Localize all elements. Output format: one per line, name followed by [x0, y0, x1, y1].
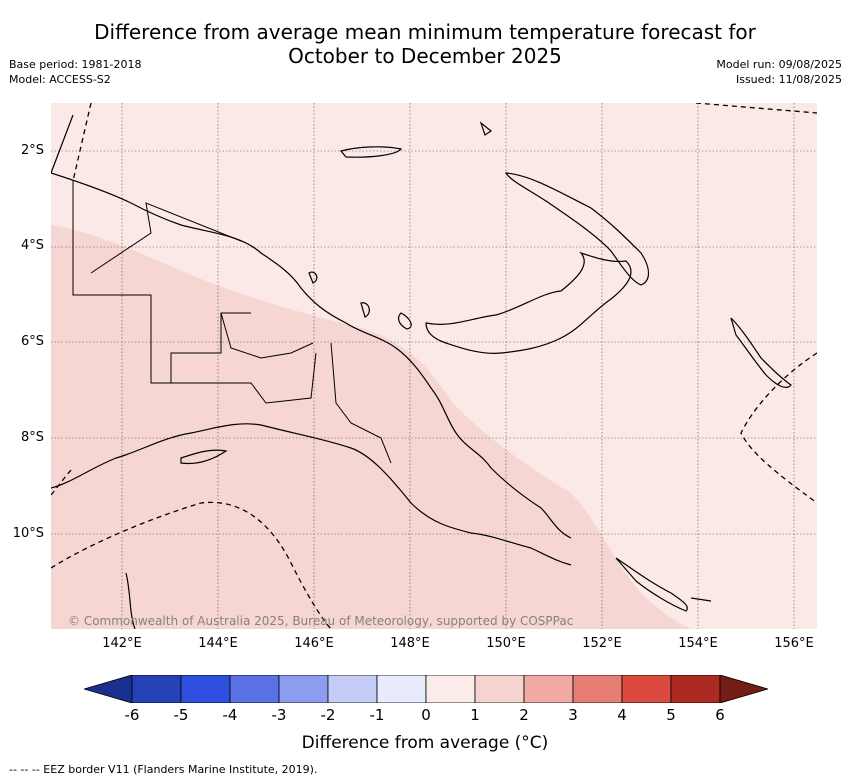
colorbar-segment [621, 675, 672, 703]
colorbar-tick-label: -2 [320, 706, 336, 724]
colorbar-tick-label: 6 [715, 706, 725, 724]
lon-label-152e: 152°E [582, 636, 622, 651]
colorbar-tick-label: -3 [271, 706, 287, 724]
colorbar-tick-label: 1 [470, 706, 480, 724]
coastlines [51, 114, 792, 629]
colorbar-segment [327, 675, 378, 703]
colorbar-extend-low [84, 675, 133, 703]
colorbar-tick-label: 2 [519, 706, 529, 724]
colorbar-tick-label: 0 [421, 706, 431, 724]
chart-title: Difference from average mean minimum tem… [0, 20, 850, 68]
model-run-text: Model run: 09/08/2025 [716, 58, 842, 71]
colorbar [84, 675, 768, 703]
province-borders [72, 181, 392, 464]
lat-label-2s: 2°S [20, 143, 44, 158]
map-frame [51, 103, 817, 629]
issued-text: Issued: 11/08/2025 [735, 73, 842, 86]
base-period-text: Base period: 1981-2018 [9, 58, 142, 71]
colorbar-segment [131, 675, 182, 703]
colorbar-tick-label: -1 [369, 706, 385, 724]
anomaly-map [51, 103, 817, 629]
colorbar-segment [376, 675, 427, 703]
colorbar-segment [523, 675, 574, 703]
colorbar-segment [229, 675, 280, 703]
colorbar-segment [180, 675, 231, 703]
lon-label-148e: 148°E [390, 636, 430, 651]
colorbar-extend-high [719, 675, 768, 703]
eez-legend-footer: -- -- -- EEZ border V11 (Flanders Marine… [9, 763, 318, 776]
lat-label-8s: 8°S [20, 430, 44, 445]
lon-label-154e: 154°E [678, 636, 718, 651]
meta-left: Base period: 1981-2018 Model: ACCESS-S2 [9, 57, 141, 87]
lat-label-4s: 4°S [20, 238, 44, 253]
colorbar-segment [572, 675, 623, 703]
colorbar-tick-label: -6 [124, 706, 140, 724]
eez-borders [51, 103, 817, 629]
lon-label-150e: 150°E [486, 636, 526, 651]
title-line-1: Difference from average mean minimum tem… [94, 20, 756, 44]
colorbar-tick-label: 4 [617, 706, 627, 724]
colorbar-segment [278, 675, 329, 703]
colorbar-label: Difference from average (°C) [301, 733, 549, 753]
anomaly-band-1-2 [51, 225, 691, 629]
lon-label-142e: 142°E [102, 636, 142, 651]
colorbar-tick-label: 3 [568, 706, 578, 724]
colorbar-tick-label: -4 [222, 706, 238, 724]
lon-label-144e: 144°E [198, 636, 238, 651]
copyright-text: © Commonwealth of Australia 2025, Bureau… [68, 614, 574, 628]
lon-label-146e: 146°E [294, 636, 334, 651]
lat-label-6s: 6°S [20, 334, 44, 349]
title-line-2: October to December 2025 [288, 44, 562, 68]
lon-label-156e: 156°E [774, 636, 814, 651]
model-text: Model: ACCESS-S2 [9, 73, 111, 86]
colorbar-segment [474, 675, 525, 703]
colorbar-segment [670, 675, 721, 703]
colorbar-tick-label: -5 [173, 706, 189, 724]
meta-right: Model run: 09/08/2025 Issued: 11/08/2025 [716, 57, 842, 87]
lat-label-10s: 10°S [12, 526, 44, 541]
colorbar-segment [425, 675, 476, 703]
graticule [51, 103, 817, 629]
colorbar-tick-label: 5 [666, 706, 676, 724]
